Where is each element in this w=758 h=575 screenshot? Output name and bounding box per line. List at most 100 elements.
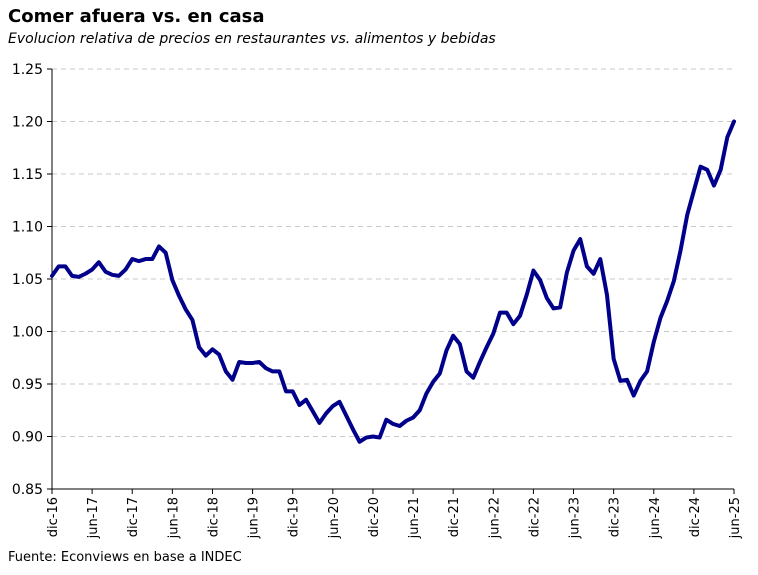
x-tick-label: dic-24 xyxy=(688,497,703,537)
data-point xyxy=(184,307,188,311)
data-point xyxy=(344,414,348,418)
data-point xyxy=(572,249,576,253)
data-point xyxy=(231,378,235,382)
data-point xyxy=(418,408,422,412)
data-point xyxy=(251,361,255,365)
data-point xyxy=(57,264,61,268)
data-point xyxy=(665,299,669,303)
data-point xyxy=(271,369,275,373)
data-point xyxy=(538,278,542,282)
data-point xyxy=(592,272,596,276)
data-point xyxy=(77,275,81,279)
data-point xyxy=(531,269,535,273)
data-point xyxy=(645,369,649,373)
data-point xyxy=(317,421,321,425)
data-point xyxy=(371,435,375,439)
data-point xyxy=(578,237,582,241)
data-point xyxy=(618,379,622,383)
data-point xyxy=(411,416,415,420)
data-point xyxy=(384,418,388,422)
data-point xyxy=(90,268,94,272)
data-point xyxy=(632,394,636,398)
x-tick-labels: dic-16 jun-17 dic-17 jun-18 dic-18 jun-19 dic-… xyxy=(46,497,743,539)
x-tick-label: dic-20 xyxy=(367,497,382,537)
data-point xyxy=(551,306,555,310)
x-tick-label: dic-17 xyxy=(126,497,141,537)
x-tick-label: jun-22 xyxy=(487,497,502,539)
y-tick-label: 0.85 xyxy=(12,482,43,498)
data-point xyxy=(284,389,288,393)
data-point xyxy=(70,274,74,278)
line-chart: 0.85 0.90 0.95 1.00 1.05 1.10 1.15 1.20 1.25 dic… xyxy=(12,62,743,539)
data-point xyxy=(485,345,489,349)
y-tick-label: 1.20 xyxy=(12,115,43,131)
data-point xyxy=(297,403,301,407)
data-point xyxy=(719,168,723,172)
data-point xyxy=(451,334,455,338)
x-tick-label: jun-21 xyxy=(407,497,422,539)
series-line xyxy=(50,119,736,444)
data-point xyxy=(605,293,609,297)
data-point xyxy=(197,345,201,349)
data-point xyxy=(545,296,549,300)
data-point xyxy=(304,398,308,402)
data-point xyxy=(311,409,315,413)
data-point xyxy=(137,259,141,263)
data-point xyxy=(498,311,502,315)
data-point xyxy=(103,270,107,274)
data-point xyxy=(351,427,355,431)
data-point xyxy=(398,424,402,428)
y-tick-label: 1.05 xyxy=(12,272,43,288)
data-point xyxy=(478,360,482,364)
data-point xyxy=(699,165,703,169)
y-tick-label: 0.90 xyxy=(12,430,43,446)
data-point xyxy=(565,271,569,275)
data-point xyxy=(110,273,114,277)
x-tick-label: jun-25 xyxy=(728,497,743,539)
data-point xyxy=(358,440,362,444)
data-point xyxy=(124,268,128,272)
data-point xyxy=(177,294,181,298)
data-point xyxy=(525,293,529,297)
y-tick-label: 1.25 xyxy=(12,62,43,78)
data-point xyxy=(692,189,696,193)
x-tick-label: dic-18 xyxy=(206,497,221,537)
data-point xyxy=(391,422,395,426)
data-point xyxy=(598,257,602,261)
data-point xyxy=(324,411,328,415)
data-point xyxy=(170,278,174,282)
axes xyxy=(47,68,735,494)
data-point xyxy=(444,348,448,352)
data-point xyxy=(491,332,495,336)
data-point xyxy=(130,257,134,261)
data-point xyxy=(157,244,161,248)
y-tick-labels: 0.85 0.90 0.95 1.00 1.05 1.10 1.15 1.20 1.25 xyxy=(12,62,43,498)
chart-subtitle: Evolucion relativa de precios en restaur… xyxy=(8,31,496,47)
data-point xyxy=(277,369,281,373)
data-point xyxy=(652,340,656,344)
data-point xyxy=(705,168,709,172)
data-point xyxy=(685,213,689,217)
data-point xyxy=(244,361,248,365)
data-point xyxy=(558,305,562,309)
y-tick-label: 1.15 xyxy=(12,167,43,183)
data-point xyxy=(97,260,101,264)
data-point xyxy=(117,274,121,278)
data-point xyxy=(424,391,428,395)
data-point xyxy=(144,257,148,261)
data-point xyxy=(63,264,67,268)
data-point xyxy=(511,322,515,326)
data-point xyxy=(83,272,87,276)
x-tick-label: jun-18 xyxy=(166,497,181,539)
x-tick-label: jun-17 xyxy=(86,497,101,539)
data-point xyxy=(438,372,442,376)
data-point xyxy=(164,251,168,255)
data-point xyxy=(237,360,241,364)
y-tick-label: 0.95 xyxy=(12,377,43,393)
x-tick-label: jun-24 xyxy=(648,497,663,539)
data-point xyxy=(638,379,642,383)
chart-source: Fuente: Econviews en base a INDEC xyxy=(8,550,242,565)
y-tick-label: 1.00 xyxy=(12,325,43,341)
x-tick-label: jun-20 xyxy=(327,497,342,539)
data-point xyxy=(732,120,736,124)
